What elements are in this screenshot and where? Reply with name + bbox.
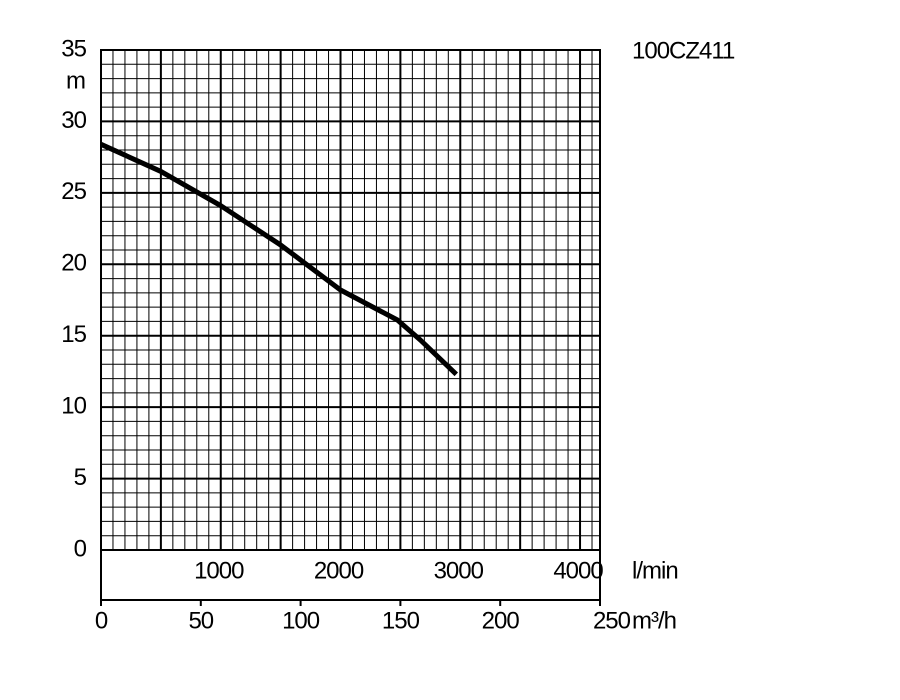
- x-tick-label: 0: [95, 607, 108, 634]
- x-tick-label: 50: [188, 607, 213, 634]
- y-tick-label: 15: [61, 321, 86, 348]
- plot-frame: [100, 49, 601, 551]
- chart-title: 100CZ411: [632, 37, 735, 64]
- axis-box: [100, 549, 601, 601]
- x-tick-label: 200: [482, 607, 520, 634]
- y-axis-label: m: [66, 67, 85, 94]
- x2-tick-label: 4000: [553, 557, 603, 584]
- x-tick-label: 150: [382, 607, 420, 634]
- y-tick-label: 10: [61, 392, 86, 419]
- y-tick-label: 0: [74, 535, 87, 562]
- y-tick-label: 35: [61, 35, 86, 62]
- x2-axis-label: l/min: [632, 557, 678, 584]
- y-tick-label: 25: [61, 178, 86, 205]
- y-tick-label: 20: [61, 250, 86, 277]
- y-tick-label: 5: [74, 464, 87, 491]
- x-axis-label: m³/h: [632, 607, 676, 634]
- x-tick-label: 250: [593, 607, 631, 634]
- x-tick-label: 100: [282, 607, 320, 634]
- y-tick-label: 30: [61, 107, 86, 134]
- x2-tick-label: 3000: [434, 557, 484, 584]
- x2-tick-label: 2000: [314, 557, 364, 584]
- x2-tick-label: 1000: [194, 557, 244, 584]
- pump-curve: [99, 142, 459, 377]
